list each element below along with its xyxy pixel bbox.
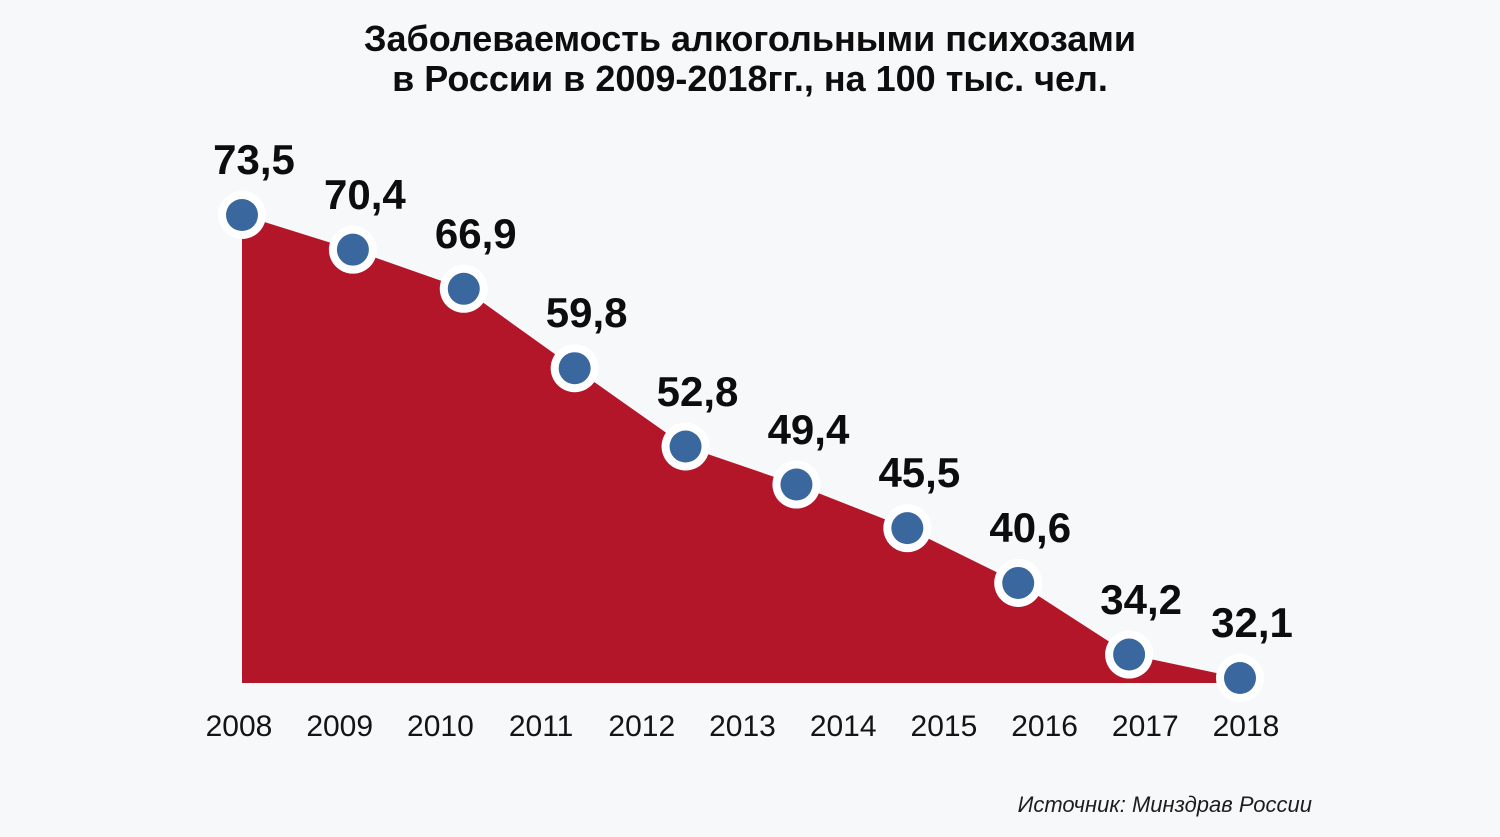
x-axis-label: 2018	[1212, 710, 1280, 743]
data-point-value-label: 52,8	[656, 367, 739, 415]
data-point-marker	[1224, 662, 1256, 694]
data-point-marker	[447, 272, 480, 305]
data-point-marker	[1113, 638, 1146, 671]
data-point-value-label: 45,5	[878, 449, 961, 497]
x-axis-label: 2008	[205, 710, 273, 743]
data-point-value-label: 70,4	[324, 170, 406, 218]
data-point-marker	[1002, 566, 1035, 599]
area-fill	[242, 215, 1240, 683]
data-point-marker	[780, 468, 813, 501]
source-caption: Источник: Минздрав России	[1017, 792, 1312, 817]
data-point-value-label: 66,9	[434, 209, 517, 257]
x-axis-label: 2011	[508, 710, 574, 743]
data-point-value-label: 73,5	[213, 136, 295, 183]
data-point-value-label: 49,4	[767, 405, 850, 453]
data-point-marker	[336, 233, 369, 266]
data-point-marker	[669, 430, 702, 463]
chart-title-line1: Заболеваемость алкогольными психозами	[363, 18, 1137, 59]
data-point-value-label: 40,6	[989, 503, 1072, 551]
data-point-marker	[558, 352, 591, 385]
data-point-marker	[226, 199, 258, 231]
data-point-value-label: 59,8	[545, 289, 628, 337]
x-axis-label: 2009	[306, 710, 374, 743]
x-axis-label: 2012	[608, 710, 676, 743]
x-axis-label: 2015	[910, 710, 978, 743]
chart-title: Заболеваемость алкогольными психозами в …	[0, 19, 1500, 99]
x-axis-label: 2014	[809, 710, 877, 743]
x-axis-label: 2017	[1111, 710, 1179, 743]
data-point-value-label: 34,2	[1100, 575, 1182, 623]
x-axis-label: 2016	[1011, 710, 1078, 743]
data-point-value-label: 32,1	[1211, 599, 1293, 646]
x-axis-label: 2013	[709, 710, 776, 743]
chart-title-line2: в России в 2009-2018гг., на 100 тыс. чел…	[392, 58, 1108, 99]
x-axis-label: 2010	[407, 710, 474, 743]
data-point-marker	[891, 512, 924, 545]
